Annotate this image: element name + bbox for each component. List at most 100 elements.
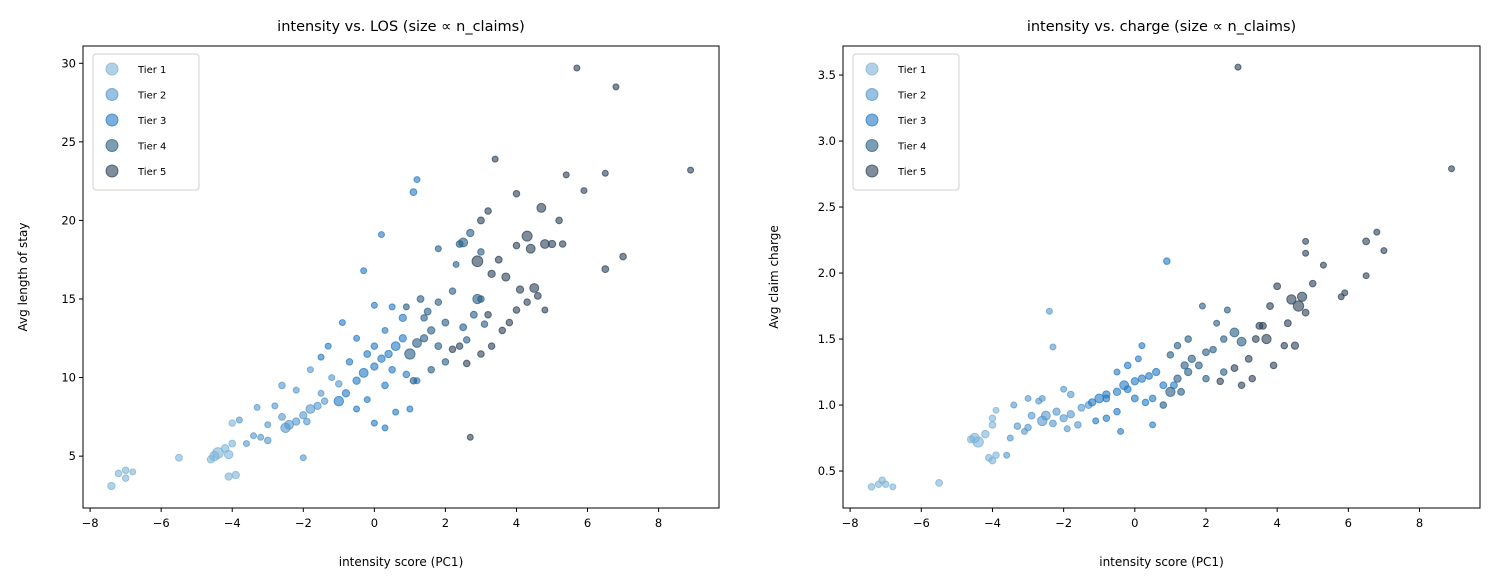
legend-label: Tier 3 (137, 116, 166, 127)
data-point-tier-3 (1149, 421, 1157, 429)
legend-marker-tier-3 (105, 113, 119, 127)
data-point-tier-3 (381, 424, 389, 432)
data-point-tier-4 (420, 314, 428, 322)
data-point-tier-5 (487, 269, 496, 279)
data-point-tier-5 (471, 255, 484, 268)
data-point-tier-5 (1269, 361, 1278, 370)
data-point-tier-1 (114, 469, 123, 478)
data-point-tier-5 (494, 255, 503, 264)
data-point-tier-5 (505, 318, 514, 327)
chart-title: intensity vs. LOS (size ∝ n_claims) (277, 19, 525, 35)
data-point-tier-1 (121, 474, 130, 482)
data-point-tier-3 (1102, 414, 1111, 423)
data-point-tier-2 (1045, 307, 1053, 315)
data-point-tier-4 (458, 237, 469, 248)
data-point-tier-3 (1141, 398, 1150, 407)
data-point-tier-5 (1301, 308, 1310, 317)
data-point-tier-2 (263, 436, 272, 445)
data-point-tier-4 (434, 245, 442, 253)
data-point-tier-5 (1283, 319, 1292, 328)
data-point-tier-1 (988, 414, 997, 423)
x-tick-label: −4 (984, 516, 1001, 530)
data-point-tier-5 (1216, 377, 1224, 386)
data-point-tier-1 (228, 439, 237, 448)
data-point-tier-5 (1230, 364, 1239, 372)
data-point-tier-2 (1024, 394, 1032, 402)
data-point-tier-3 (353, 405, 361, 413)
data-point-tier-3 (1159, 381, 1168, 390)
data-point-tier-2 (1052, 407, 1061, 416)
data-point-tier-5 (533, 291, 542, 300)
legend-box (852, 53, 960, 191)
data-point-tier-2 (1038, 394, 1046, 402)
data-point-tier-4 (434, 298, 443, 306)
x-tick-label: 4 (513, 516, 520, 530)
legend-marker-tier-3 (865, 113, 879, 127)
data-point-tier-4 (1166, 351, 1175, 359)
data-point-tier-5 (512, 189, 521, 198)
y-tick-label: 10 (61, 371, 76, 385)
data-point-tier-4 (1202, 348, 1210, 357)
data-point-tier-1 (121, 466, 130, 475)
data-point-tier-4 (1159, 401, 1168, 409)
x-tick-label: −4 (224, 516, 241, 530)
data-point-tier-3 (324, 342, 332, 350)
data-point-tier-5 (515, 285, 525, 294)
data-point-tier-3 (1145, 372, 1153, 380)
data-point-tier-1 (889, 483, 897, 491)
data-point-tier-3 (1092, 417, 1100, 425)
data-point-tier-3 (345, 358, 354, 366)
data-point-tier-5 (487, 342, 496, 350)
data-point-tier-3 (1112, 387, 1122, 397)
x-tick-label: −6 (913, 516, 930, 530)
data-point-tier-5 (477, 216, 485, 225)
data-point-tier-4 (1209, 345, 1217, 354)
data-point-tier-3 (370, 342, 379, 350)
data-point-tier-2 (1049, 419, 1057, 428)
data-point-tier-2 (1066, 410, 1075, 419)
data-point-tier-5 (1341, 289, 1349, 297)
data-point-tier-4 (402, 303, 410, 311)
data-point-tier-3 (1087, 398, 1097, 407)
data-point-tier-2 (335, 380, 343, 388)
x-tick-label: 4 (1273, 516, 1280, 530)
data-point-tier-2 (1040, 410, 1051, 421)
data-point-tier-5 (1319, 261, 1327, 269)
data-point-tier-4 (1165, 386, 1176, 397)
data-point-tier-4 (404, 348, 416, 360)
x-axis-label: intensity score (PC1) (339, 555, 464, 569)
data-point-tier-4 (409, 376, 418, 385)
x-tick-label: −2 (1055, 516, 1072, 530)
data-point-tier-3 (398, 334, 407, 343)
data-point-tier-1 (966, 435, 976, 444)
data-point-tier-2 (271, 402, 279, 410)
data-point-tier-2 (235, 416, 243, 424)
data-point-tier-1 (129, 468, 137, 476)
y-tick-label: 3.0 (818, 134, 836, 148)
data-point-tier-3 (390, 341, 401, 352)
data-point-tier-4 (452, 260, 460, 268)
x-tick-label: 0 (371, 516, 378, 530)
y-axis-label: Avg claim charge (767, 225, 781, 328)
legend-label: Tier 2 (137, 91, 166, 102)
y-tick-label: 5 (69, 449, 76, 463)
data-point-tier-4 (1229, 327, 1240, 338)
data-point-tier-2 (303, 417, 311, 426)
data-point-tier-3 (398, 313, 407, 323)
x-tick-label: 0 (1131, 516, 1138, 530)
data-point-tier-4 (1184, 367, 1193, 377)
data-point-tier-2 (1006, 434, 1014, 442)
data-point-tier-4 (1202, 374, 1210, 383)
data-point-tier-3 (388, 303, 396, 311)
data-point-tier-4 (1173, 341, 1182, 350)
data-point-tier-5 (1266, 302, 1274, 310)
x-tick-label: 8 (1416, 516, 1423, 530)
data-point-tier-5 (1234, 63, 1242, 71)
data-point-tier-2 (299, 411, 308, 420)
data-point-tier-2 (320, 397, 329, 405)
data-point-tier-4 (1180, 361, 1189, 370)
legend: Tier 1 Tier 2 Tier 3 Tier 4 Tier 5 (92, 53, 200, 191)
data-point-tier-4 (1223, 306, 1231, 314)
y-tick-label: 1.5 (818, 332, 836, 346)
